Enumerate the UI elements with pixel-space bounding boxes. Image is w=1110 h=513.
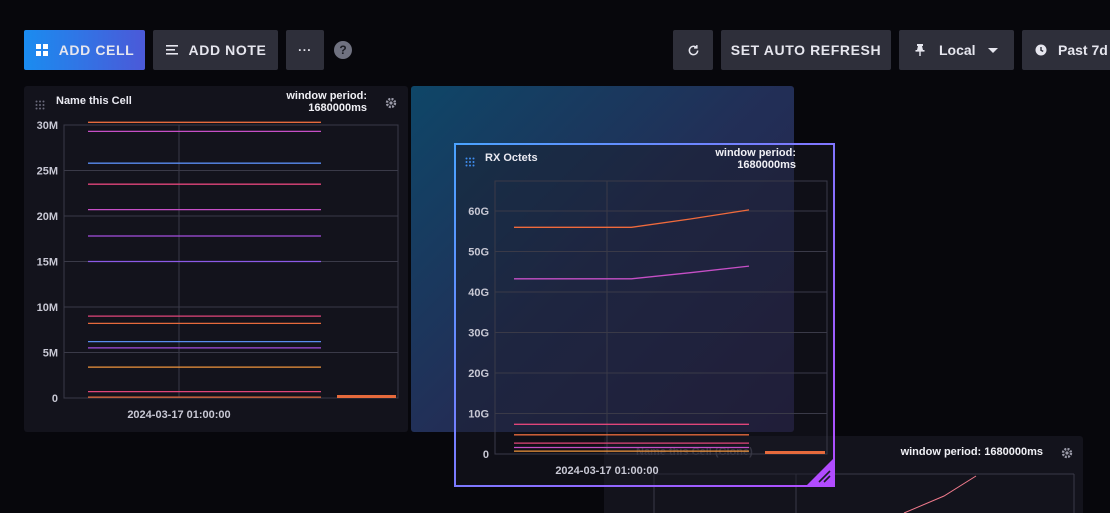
timezone-label: Local bbox=[939, 42, 976, 58]
rx-octets-window-period: window period: 1680000ms bbox=[715, 147, 796, 171]
y-tick-label: 60G bbox=[468, 206, 489, 218]
y-tick-label: 30G bbox=[468, 328, 489, 340]
y-tick-label: 20M bbox=[37, 211, 58, 223]
y-tick-label: 0 bbox=[52, 393, 58, 405]
add-note-button[interactable]: ADD NOTE bbox=[153, 30, 278, 70]
left-cell-title: Name this Cell bbox=[56, 95, 132, 107]
window-label: window period: bbox=[715, 147, 796, 159]
clone-cell-window-period: window period: 1680000ms bbox=[900, 446, 1043, 458]
help-glyph: ? bbox=[339, 43, 347, 57]
help-icon[interactable]: ? bbox=[334, 41, 352, 59]
y-tick-label: 40G bbox=[468, 287, 489, 299]
rx-octets-cell[interactable]: RX Octets window period: 1680000ms 0 10G 2… bbox=[454, 143, 835, 487]
ellipsis-icon: ··· bbox=[298, 43, 312, 57]
y-tick-label: 20G bbox=[468, 368, 489, 380]
plot-frame bbox=[494, 180, 828, 455]
add-cell-button[interactable]: ADD CELL bbox=[24, 30, 145, 70]
y-tick-label: 10M bbox=[37, 302, 58, 314]
y-tick-label: 50G bbox=[468, 247, 489, 259]
y-tick-label: 5M bbox=[43, 348, 58, 360]
window-value: 1680000ms bbox=[737, 159, 796, 171]
y-tick-label: 10G bbox=[468, 409, 489, 421]
y-tick-label: 0 bbox=[483, 449, 489, 461]
x-tick-label: 2024-03-17 01:00:00 bbox=[555, 465, 658, 477]
set-auto-refresh-button[interactable]: SET AUTO REFRESH bbox=[721, 30, 891, 70]
chevron-down-icon bbox=[988, 48, 998, 53]
y-tick-label: 25M bbox=[37, 166, 58, 178]
resize-handle-icon[interactable] bbox=[807, 459, 833, 485]
y-tick-label: 15M bbox=[37, 257, 58, 269]
drag-handle-icon[interactable] bbox=[35, 97, 45, 110]
rx-octets-chart: 0 10G 20G 30G 40G 50G 60G 2024-03-17 01:00:00 bbox=[468, 180, 828, 477]
rx-octets-title: RX Octets bbox=[485, 152, 538, 164]
series-line-0 bbox=[514, 209, 750, 228]
note-icon bbox=[165, 43, 179, 57]
more-options-button[interactable]: ··· bbox=[286, 30, 324, 70]
refresh-icon bbox=[687, 44, 700, 57]
time-range-label: Past 7d bbox=[1058, 42, 1108, 58]
x-tick-label: 2024-03-17 01:00:00 bbox=[127, 409, 230, 421]
pin-icon bbox=[913, 43, 927, 57]
refresh-button[interactable] bbox=[673, 30, 713, 70]
clock-icon bbox=[1034, 43, 1048, 57]
time-range-dropdown[interactable]: Past 7d bbox=[1022, 30, 1110, 70]
add-cell-label: ADD CELL bbox=[58, 42, 135, 58]
left-cell-chart: 0 5M 10M 15M 20M 25M 30M 2024-03-17 01:00:00 bbox=[37, 120, 399, 421]
grid-icon bbox=[35, 43, 49, 57]
window-label: window period: bbox=[286, 90, 367, 102]
y-tick-label: 30M bbox=[37, 120, 58, 132]
left-cell-window-period: window period: 1680000ms bbox=[286, 90, 367, 114]
add-note-label: ADD NOTE bbox=[188, 42, 267, 58]
set-auto-refresh-label: SET AUTO REFRESH bbox=[730, 42, 882, 58]
window-value: 1680000ms bbox=[308, 102, 367, 114]
gear-icon[interactable] bbox=[1061, 446, 1073, 459]
drag-handle-icon[interactable] bbox=[465, 154, 475, 167]
timezone-dropdown[interactable]: Local bbox=[899, 30, 1014, 70]
clone-series-line bbox=[903, 475, 977, 513]
gear-icon[interactable] bbox=[385, 96, 397, 109]
series-line-1 bbox=[514, 265, 750, 280]
name-this-cell[interactable]: Name this Cell window period: 1680000ms … bbox=[24, 86, 408, 432]
